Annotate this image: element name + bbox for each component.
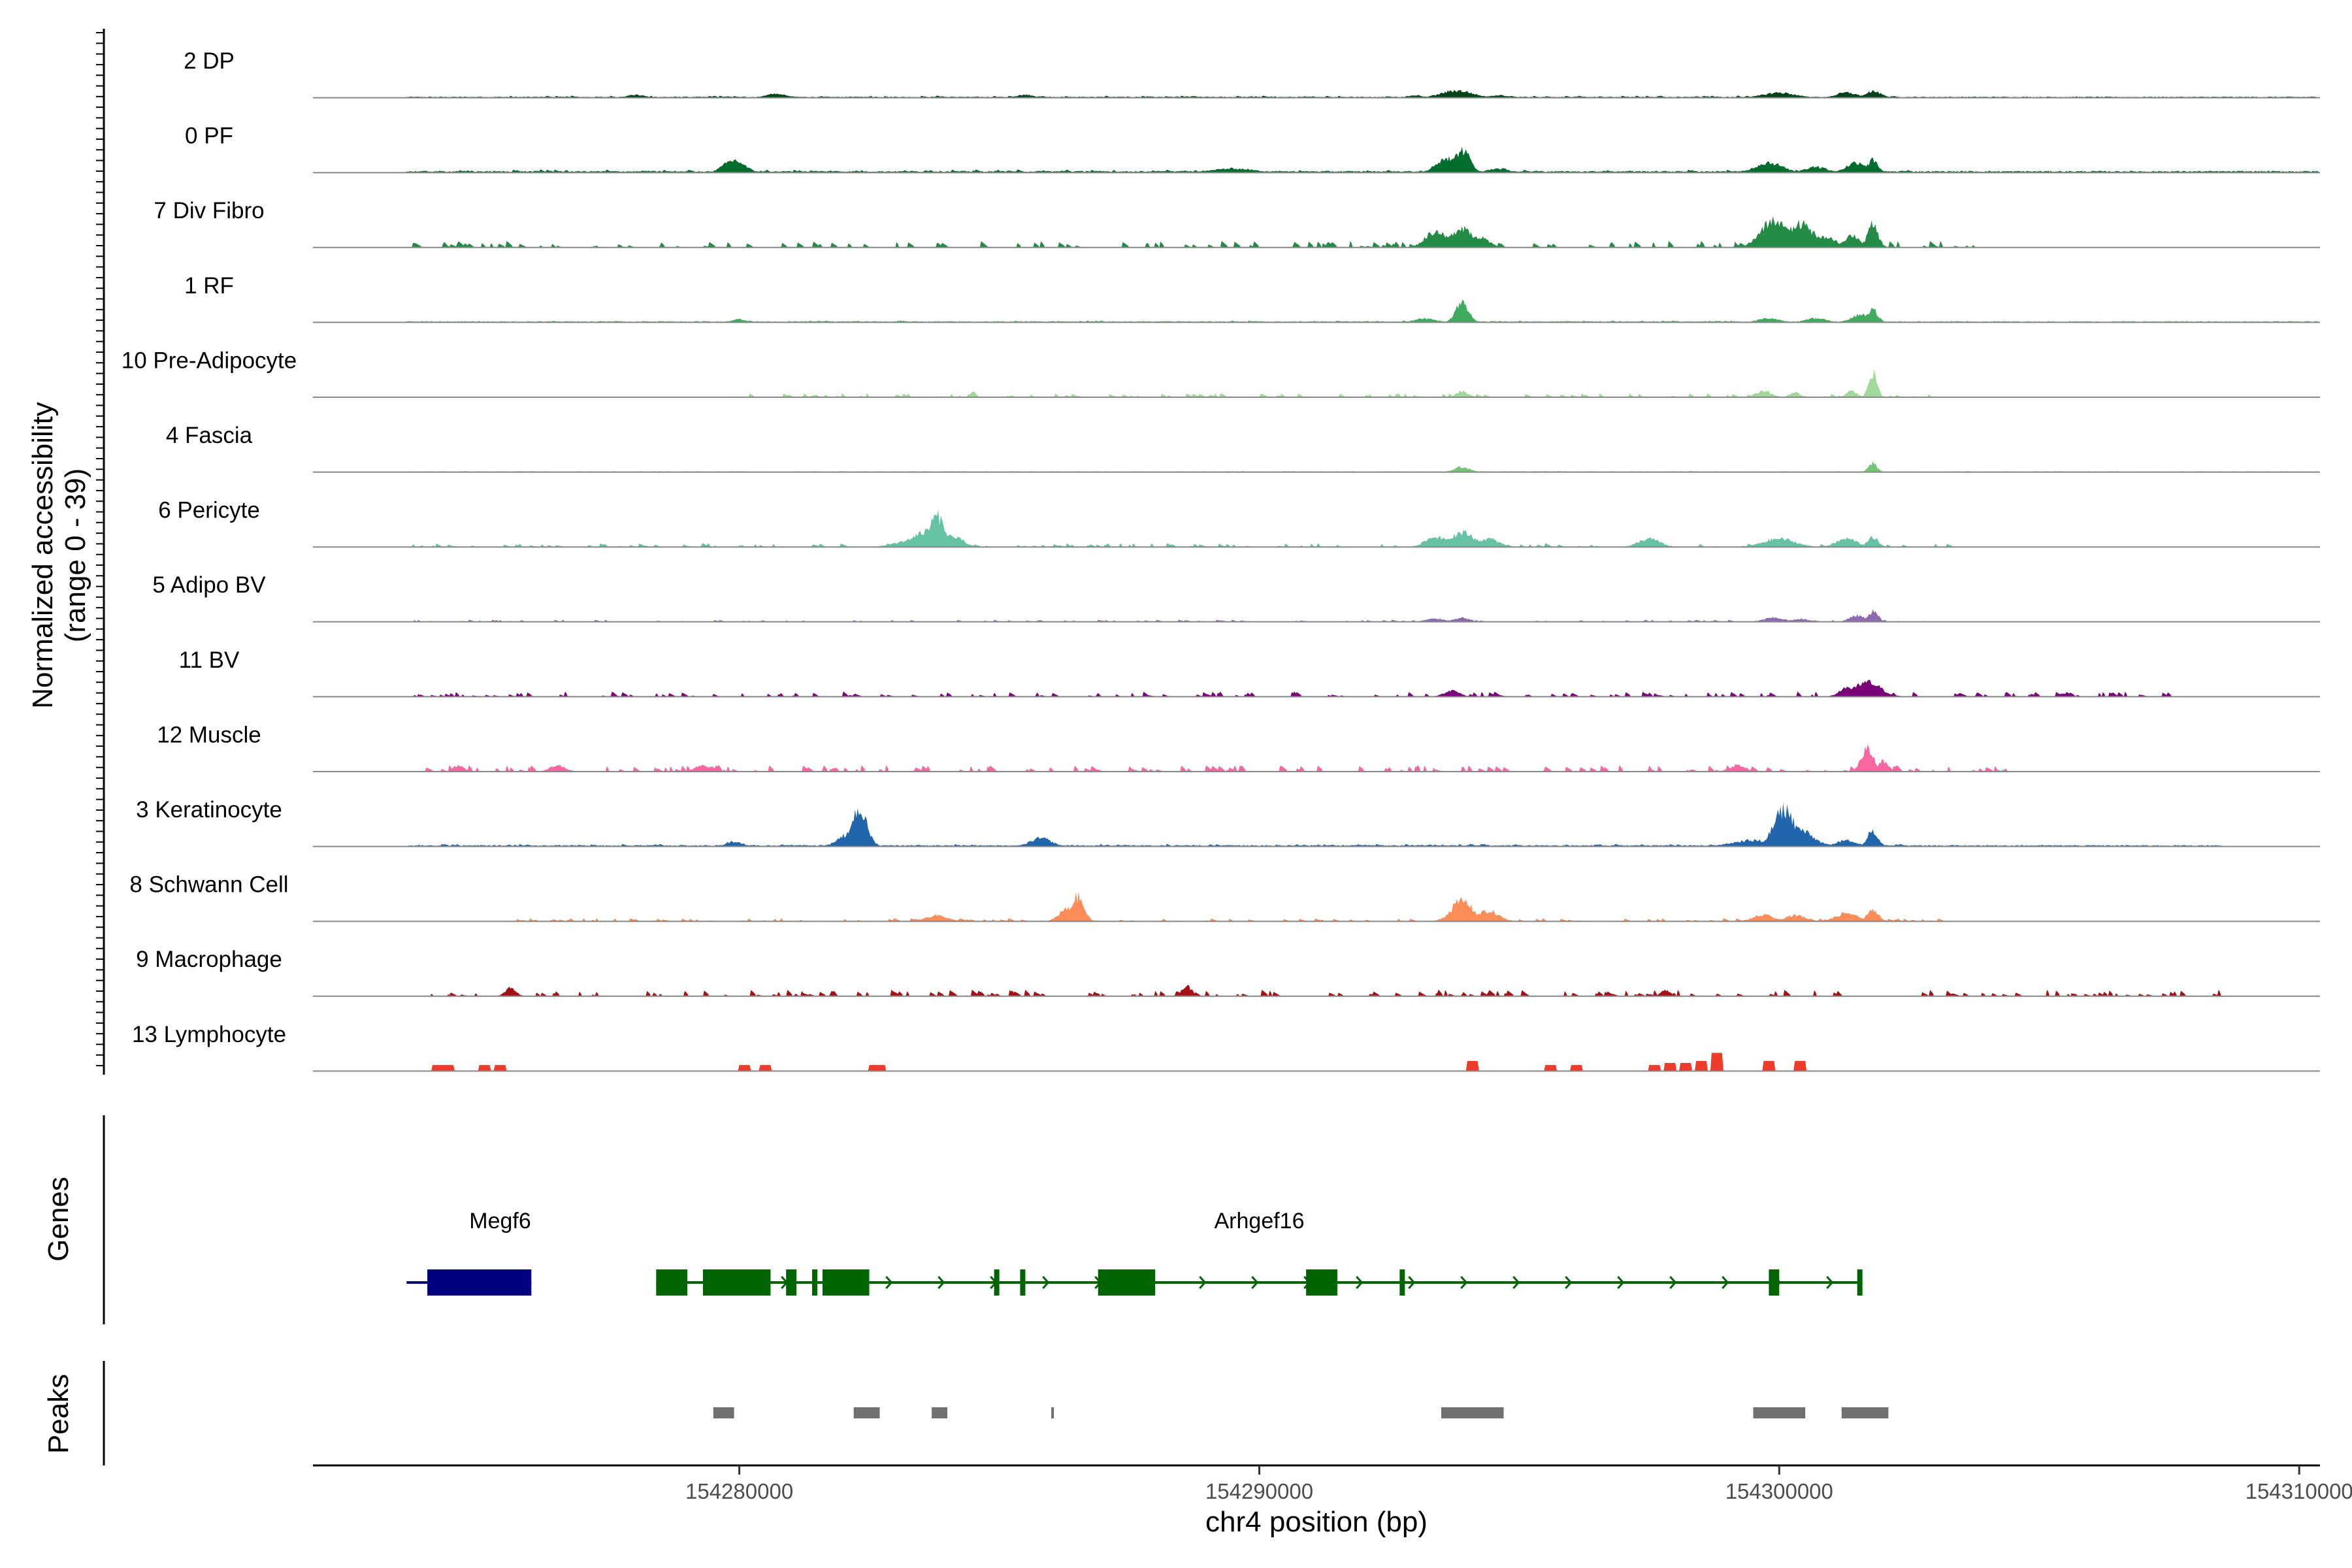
strand-arrow — [1565, 1276, 1573, 1289]
strand-arrow — [885, 1276, 893, 1289]
coverage-area — [313, 985, 2320, 996]
strand-arrow — [1199, 1276, 1207, 1289]
gene-exon — [812, 1269, 817, 1296]
strand-arrow — [1251, 1276, 1259, 1289]
gene-exon — [1857, 1269, 1863, 1296]
track-label: 7 Div Fibro — [154, 198, 264, 223]
peak-region — [1753, 1407, 1806, 1418]
track-13-lymphocyte: 13 Lymphocyte — [132, 1022, 2320, 1072]
gene-label: Arhgef16 — [1215, 1209, 1305, 1233]
gene-exon — [994, 1269, 1000, 1296]
coverage-area — [313, 146, 2320, 173]
track-4-fascia: 4 Fascia — [166, 423, 2320, 473]
peak-region — [932, 1407, 947, 1418]
peak-annotation-track — [713, 1407, 1889, 1418]
strand-arrow — [1460, 1276, 1468, 1289]
x-tick-label: 154280000 — [685, 1479, 793, 1503]
y-axis-ticks — [96, 29, 105, 1075]
track-label: 6 Pericyte — [158, 498, 260, 523]
track-label: 4 Fascia — [166, 423, 253, 448]
track-2-dp: 2 DP — [184, 48, 2320, 99]
gene-annotation-track: Megf6 Arhgef16 — [406, 1209, 1863, 1296]
coverage-area — [313, 216, 2320, 248]
x-tick-label: 154300000 — [1725, 1479, 1833, 1503]
track-label: 10 Pre-Adipocyte — [122, 348, 297, 373]
strand-arrow — [1042, 1276, 1050, 1289]
track-12-muscle: 12 Muscle — [157, 722, 2320, 772]
strand-arrow — [1512, 1276, 1520, 1289]
gene-exon — [786, 1269, 797, 1296]
strand-arrow — [1408, 1276, 1416, 1289]
x-tick-label: 154310000 — [2246, 1479, 2352, 1503]
gene-exon — [1098, 1269, 1156, 1296]
track-label: 2 DP — [184, 48, 235, 74]
track-label: 3 Keratinocyte — [136, 797, 282, 823]
track-11-bv: 11 BV — [179, 647, 2320, 698]
peaks-panel-title: Peaks — [42, 1374, 74, 1454]
gene-exon — [427, 1269, 532, 1296]
strand-arrow — [938, 1276, 945, 1289]
gene-exon — [1769, 1269, 1780, 1296]
gene-exon — [656, 1269, 688, 1296]
track-label: 0 PF — [185, 123, 233, 149]
gene-exon — [1399, 1269, 1405, 1296]
strand-arrow — [1356, 1276, 1364, 1289]
track-label: 5 Adipo BV — [152, 572, 266, 598]
x-tick-label: 154290000 — [1205, 1479, 1313, 1503]
track-0-pf: 0 PF — [185, 123, 2320, 174]
strand-arrow — [1826, 1276, 1834, 1289]
gene-exon — [1306, 1269, 1337, 1296]
strand-arrow — [1722, 1276, 1729, 1289]
gene-exon — [822, 1269, 870, 1296]
track-label: 12 Muscle — [157, 722, 261, 747]
y-axis-title: Normalized accessibility — [27, 402, 59, 708]
track-10-pre-adipocyte: 10 Pre-Adipocyte — [122, 348, 2320, 398]
track-1-rf: 1 RF — [184, 273, 2320, 323]
gene-label: Megf6 — [469, 1209, 531, 1233]
track-label: 13 Lymphocyte — [132, 1022, 286, 1047]
x-axis-title: chr4 position (bp) — [1205, 1506, 1428, 1538]
peak-region — [1841, 1407, 1889, 1418]
gene-megf6: Megf6 — [406, 1209, 532, 1296]
strand-arrow — [1669, 1276, 1677, 1289]
track-9-macrophage: 9 Macrophage — [136, 947, 2320, 997]
track-label: 9 Macrophage — [136, 947, 282, 972]
track-8-schwann-cell: 8 Schwann Cell — [129, 872, 2320, 923]
track-5-adipo-bv: 5 Adipo BV — [152, 572, 2320, 623]
gene-exon — [702, 1269, 771, 1296]
genes-panel-title: Genes — [42, 1177, 74, 1262]
peak-region — [713, 1407, 734, 1418]
peak-region — [1441, 1407, 1504, 1418]
coverage-area — [313, 679, 2320, 697]
track-label: 8 Schwann Cell — [129, 872, 288, 898]
gene-arhgef16: Arhgef16 — [656, 1209, 1863, 1296]
strand-arrow — [1617, 1276, 1625, 1289]
track-label: 11 BV — [179, 647, 240, 673]
gene-exon — [1020, 1269, 1026, 1296]
coverage-tracks: 2 DP 0 PF 7 Div Fibro 1 RF 10 Pre-Adipocyte 4… — [122, 48, 2320, 1072]
peak-region — [1051, 1407, 1054, 1418]
track-3-keratinocyte: 3 Keratinocyte — [136, 797, 2320, 847]
track-7-div-fibro: 7 Div Fibro — [154, 198, 2320, 248]
track-label: 1 RF — [184, 273, 234, 299]
peak-region — [853, 1407, 880, 1418]
y-axis-subtitle: (range 0 - 39) — [59, 468, 91, 643]
track-6-pericyte: 6 Pericyte — [158, 498, 2320, 548]
x-axis-ticks: 154280000 154290000 154300000 154310000 — [685, 1465, 2352, 1503]
